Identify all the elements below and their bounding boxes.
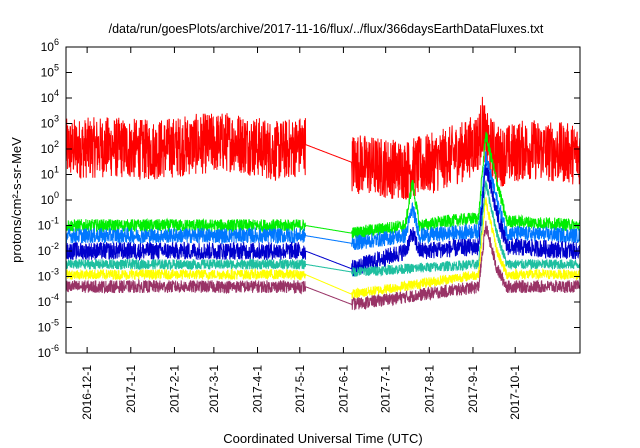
x-tick-label: 2017-7-1 <box>379 365 393 413</box>
y-tick-label: 103 <box>41 114 59 131</box>
x-tick-label: 2017-6-1 <box>336 365 350 413</box>
x-tick-label: 2017-3-1 <box>207 365 221 413</box>
x-tick-label: 2017-8-1 <box>422 365 436 413</box>
y-tick-label: 105 <box>41 63 59 80</box>
x-axis-label: Coordinated Universal Time (UTC) <box>223 431 422 446</box>
y-axis: 10-6 10-5 10-4 10-3 10-2 10-1 100 101 102 103 104 1… <box>38 37 580 360</box>
y-tick-label: 10-6 <box>38 343 59 360</box>
x-tick-label: 2016-12-1 <box>80 365 94 420</box>
series-line <box>66 151 580 250</box>
chart-title: /data/run/goesPlots/archive/2017-11-16/f… <box>109 22 544 36</box>
y-axis-label: protons/cm²-s-sr-MeV <box>9 137 24 263</box>
x-tick-label: 2017-1-1 <box>124 365 138 413</box>
y-tick-label: 10-3 <box>38 267 59 284</box>
x-axis: 2016-12-1 2017-1-1 2017-2-1 2017-3-1 2017-4-… <box>80 47 522 420</box>
series-line <box>66 131 580 240</box>
series-line <box>66 197 580 300</box>
x-tick-label: 2017-5-1 <box>293 365 307 413</box>
series-line <box>66 163 580 277</box>
x-tick-label: 2017-2-1 <box>167 365 181 413</box>
y-tick-label: 10-5 <box>38 318 59 335</box>
y-tick-label: 100 <box>41 190 59 207</box>
y-tick-label: 10-1 <box>38 216 59 233</box>
y-tick-label: 106 <box>41 37 59 54</box>
series-line <box>66 220 580 311</box>
series-line <box>66 179 580 277</box>
y-tick-label: 10-2 <box>38 241 59 258</box>
y-tick-label: 102 <box>41 139 59 156</box>
y-tick-label: 104 <box>41 88 59 105</box>
x-tick-label: 2017-4-1 <box>251 365 265 413</box>
x-tick-label: 2017-9-1 <box>466 365 480 413</box>
x-tick-label: 2017-10-1 <box>508 365 522 420</box>
series-line <box>66 96 580 200</box>
y-tick-label: 101 <box>41 165 59 182</box>
y-tick-label: 10-4 <box>38 292 59 309</box>
